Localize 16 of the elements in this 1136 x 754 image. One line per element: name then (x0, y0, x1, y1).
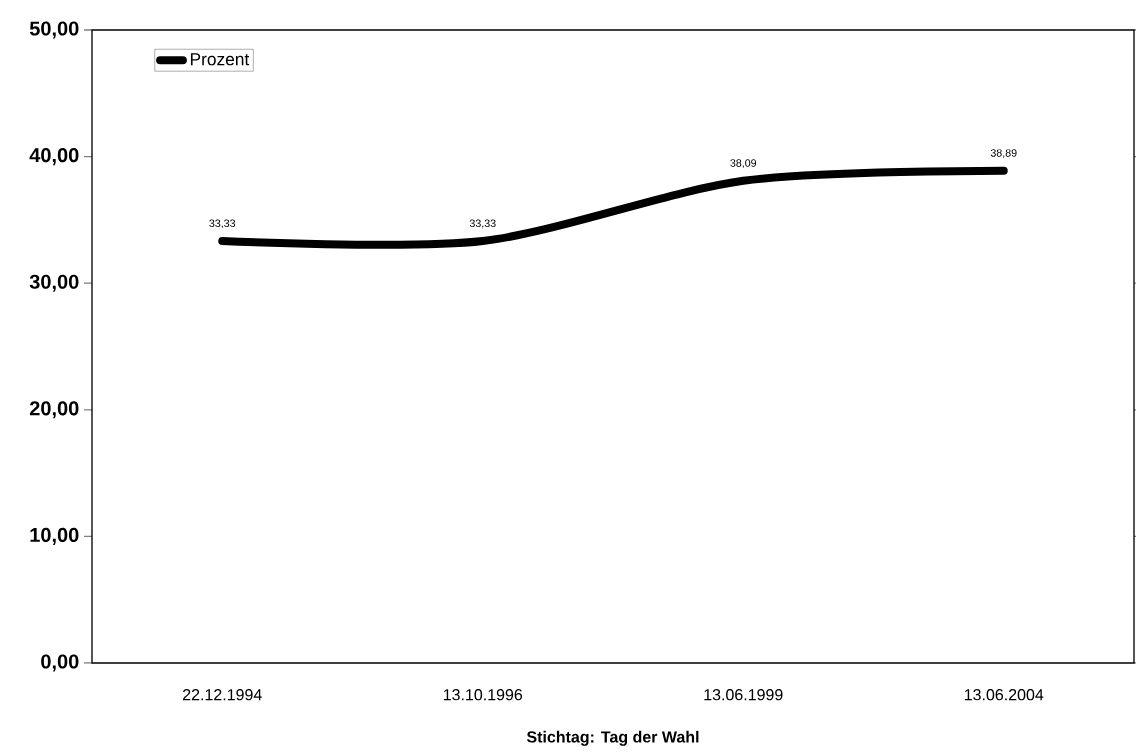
x-tick-label: 13.06.1999 (704, 689, 783, 701)
data-label: 33,33 (209, 219, 236, 229)
data-label: 33,33 (469, 219, 496, 229)
y-tick-label: 20,00 (29, 401, 79, 419)
y-tick-label: 10,00 (30, 527, 79, 545)
y-tick-label: 0,00 (41, 654, 79, 672)
x-tick-label: 22.12.1994 (183, 689, 262, 701)
x-tick-label: 13.10.1996 (443, 689, 523, 701)
data-label: 38,89 (990, 149, 1017, 158)
data-label: 38,09 (730, 159, 757, 169)
x-tick-label: 13.06.2004 (964, 689, 1044, 701)
legend-label: Prozent (190, 53, 250, 66)
y-tick-label: 50,00 (29, 21, 79, 39)
x-axis-title: Stichtag: Tag der Wahl (526, 730, 699, 746)
y-tick-label: 40,00 (29, 148, 79, 166)
y-tick-label: 30,00 (29, 274, 79, 292)
